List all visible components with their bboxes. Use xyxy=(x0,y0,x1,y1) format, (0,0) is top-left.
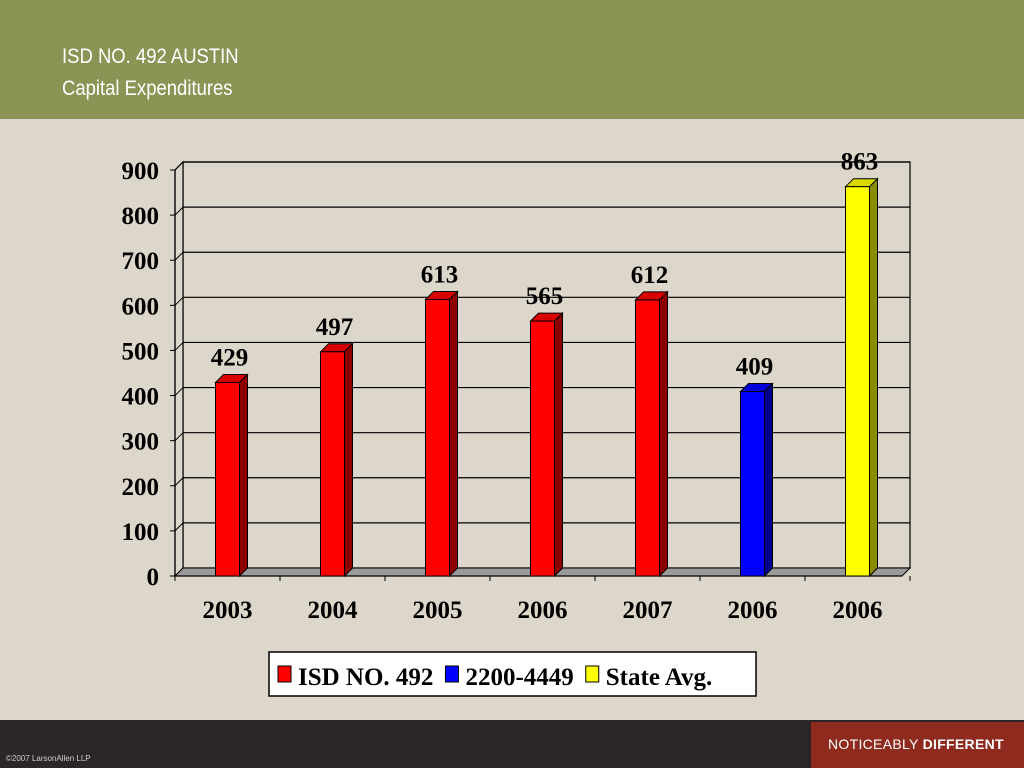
data-label: 429 xyxy=(211,344,249,371)
gridline-diagonal xyxy=(174,296,184,306)
y-tick-label: 200 xyxy=(122,474,160,501)
data-label: 565 xyxy=(526,283,564,310)
y-tick-label: 500 xyxy=(122,338,160,365)
x-axis: 2003 2004 2005 2006 2007 2006 2006 xyxy=(174,575,911,624)
legend-label: ISD NO. 492 xyxy=(298,664,433,691)
data-label: 497 xyxy=(316,314,354,341)
y-tick-label: 600 xyxy=(122,293,160,320)
bar-front xyxy=(530,320,555,577)
gridline-diagonal xyxy=(174,522,184,532)
data-label: 863 xyxy=(841,149,879,176)
bars xyxy=(214,177,879,578)
data-labels: 429 497 613 565 612 409 863 xyxy=(211,149,879,381)
chart-side-wall xyxy=(174,160,184,578)
bar-side xyxy=(659,290,668,578)
y-axis: 0 100 200 300 400 500 600 700 800 900 xyxy=(122,158,176,591)
bar-front xyxy=(215,381,240,577)
tagline: NOTICEABLY DIFFERENT xyxy=(828,735,1004,753)
bar-side xyxy=(554,311,563,578)
bar xyxy=(634,290,669,578)
bar-front xyxy=(635,299,660,577)
bar-front xyxy=(425,298,450,577)
bar-side xyxy=(239,373,248,578)
bar xyxy=(844,177,879,578)
header-bar xyxy=(0,0,1024,119)
x-tick-label: 2006 xyxy=(833,597,883,624)
tagline-regular: NOTICEABLY xyxy=(828,736,923,752)
slide-subtitle: Capital Expenditures xyxy=(62,77,233,100)
y-tick-label: 0 xyxy=(147,564,160,591)
legend-swatch xyxy=(277,665,292,683)
gridline-diagonal xyxy=(174,432,184,442)
x-tick-label: 2005 xyxy=(413,597,463,624)
bar-front xyxy=(845,186,870,577)
bar xyxy=(529,311,564,578)
x-tick-label: 2006 xyxy=(518,597,568,624)
legend-swatch xyxy=(444,665,459,683)
gridline-diagonal xyxy=(174,161,184,171)
bar xyxy=(424,290,459,578)
gridline-diagonal xyxy=(174,477,184,487)
x-tick-label: 2007 xyxy=(623,597,673,624)
gridline-diagonal xyxy=(174,342,184,351)
legend: ISD NO. 492 2200-4449 State Avg. xyxy=(268,651,757,697)
gridline-diagonal xyxy=(174,387,184,396)
x-tick-label: 2003 xyxy=(203,597,253,624)
tagline-box xyxy=(811,722,1024,768)
y-tick-label: 300 xyxy=(122,429,160,456)
y-tick-label: 400 xyxy=(122,384,160,411)
bar-side xyxy=(869,177,878,578)
x-tick-label: 2004 xyxy=(308,597,359,624)
y-tick-label: 900 xyxy=(122,158,160,185)
data-label: 409 xyxy=(736,353,774,380)
copyright-text: ©2007 LarsonAllen LLP xyxy=(6,754,91,763)
gridline-diagonal xyxy=(174,206,184,216)
bar xyxy=(319,342,354,578)
bar-side xyxy=(764,382,773,578)
bar xyxy=(214,373,249,578)
slide-title: ISD NO. 492 AUSTIN xyxy=(62,45,239,68)
legend-box xyxy=(268,651,757,697)
legend-label: 2200-4449 xyxy=(465,664,573,691)
gridline-diagonal xyxy=(174,251,184,261)
data-label: 612 xyxy=(631,262,669,289)
bar-side xyxy=(449,290,458,578)
y-tick-label: 700 xyxy=(122,248,160,275)
x-tick-label: 2006 xyxy=(728,597,778,624)
bar xyxy=(739,382,774,578)
bar-front xyxy=(320,351,345,577)
y-tick-label: 100 xyxy=(122,519,160,546)
data-label: 613 xyxy=(421,261,459,288)
tagline-bold: DIFFERENT xyxy=(922,736,1004,752)
bar-front xyxy=(740,390,765,577)
bar-side xyxy=(344,342,353,578)
legend-swatch xyxy=(585,665,600,683)
legend-label: State Avg. xyxy=(606,664,712,691)
y-tick-label: 800 xyxy=(122,203,160,230)
